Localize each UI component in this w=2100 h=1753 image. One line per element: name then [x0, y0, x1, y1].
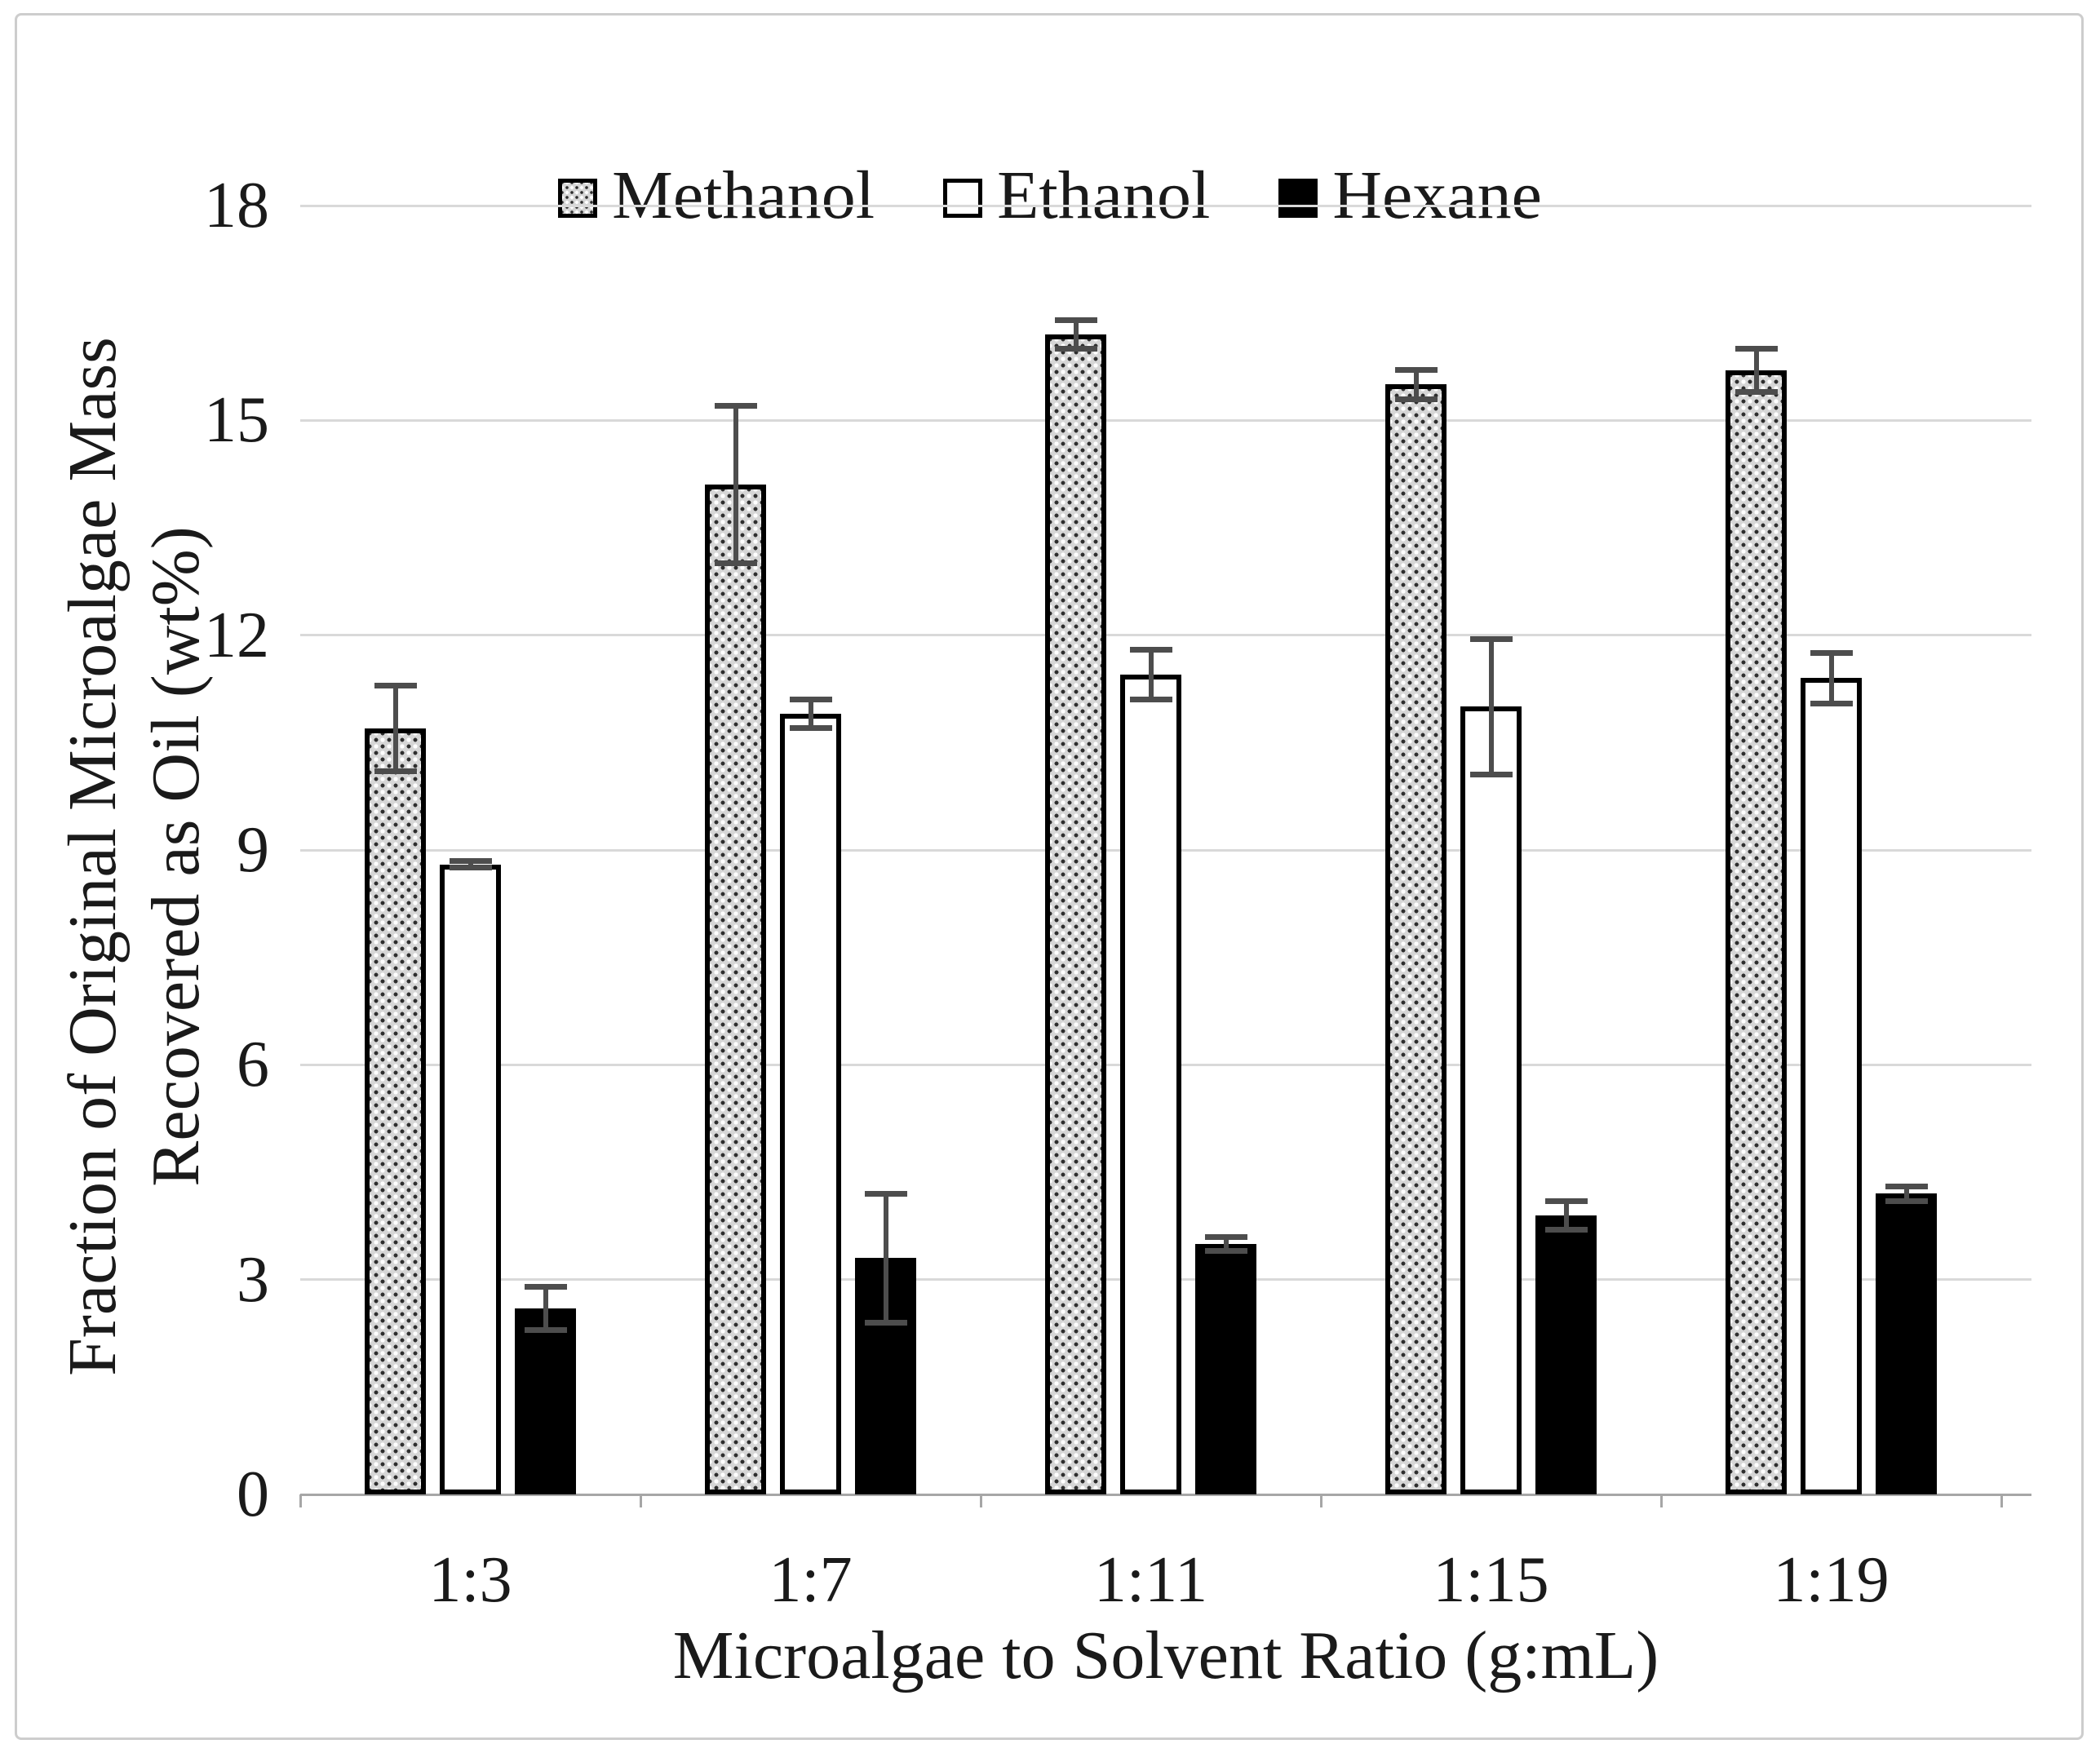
error-bar-cap-bottom — [1469, 772, 1513, 778]
error-bar-cap-bottom — [1054, 346, 1097, 352]
error-bar-cap-top — [789, 697, 832, 703]
y-tick-label-0: 0 — [237, 1459, 269, 1530]
error-bar-ethanol-1:11 — [1148, 649, 1154, 700]
x-tick-label-1:15: 1:15 — [1433, 1544, 1549, 1616]
error-bar-cap-top — [374, 682, 417, 688]
error-bar-cap-bottom — [374, 768, 417, 774]
error-bar-hexane-1:7 — [883, 1193, 888, 1323]
y-tick-label-12: 12 — [204, 599, 269, 671]
bar-methanol-1:19 — [1726, 370, 1787, 1494]
legend-swatch-ethanol-icon — [943, 179, 983, 218]
error-bar-methanol-1:15 — [1413, 370, 1419, 399]
error-bar-cap-top — [714, 403, 757, 409]
error-bar-hexane-1:15 — [1563, 1201, 1569, 1230]
error-bar-cap-top — [1394, 367, 1438, 374]
plot-area — [299, 204, 2031, 1507]
legend-item-hexane: Hexane — [1278, 153, 1542, 238]
x-axis-tick-mark — [2000, 1494, 2003, 1507]
bar-methanol-1:11 — [1045, 334, 1106, 1494]
error-bar-cap-top — [1544, 1197, 1588, 1204]
legend-item-ethanol: Ethanol — [943, 153, 1210, 238]
bar-ethanol-1:7 — [780, 714, 841, 1494]
error-bar-ethanol-1:7 — [808, 699, 813, 728]
x-tick-label-1:7: 1:7 — [769, 1544, 853, 1616]
bar-hexane-1:15 — [1535, 1215, 1597, 1494]
bar-hexane-1:19 — [1876, 1193, 1937, 1494]
error-bar-hexane-1:11 — [1223, 1237, 1229, 1251]
y-tick-label-18: 18 — [204, 170, 269, 241]
bar-ethanol-1:3 — [440, 864, 501, 1494]
gridline-y-15 — [300, 418, 2031, 422]
x-tick-label-1:3: 1:3 — [428, 1544, 512, 1616]
error-bar-hexane-1:3 — [543, 1286, 548, 1330]
error-bar-cap-bottom — [1544, 1226, 1588, 1233]
error-bar-cap-bottom — [1885, 1197, 1928, 1204]
error-bar-methanol-1:3 — [392, 685, 398, 772]
error-bar-cap-top — [524, 1283, 567, 1290]
error-bar-cap-top — [1469, 635, 1513, 642]
error-bar-cap-top — [1129, 646, 1172, 653]
error-bar-cap-top — [1054, 317, 1097, 323]
x-axis-tick-mark — [639, 1494, 642, 1507]
error-bar-cap-top — [1810, 650, 1853, 657]
error-bar-cap-bottom — [524, 1326, 567, 1333]
bar-methanol-1:7 — [705, 485, 766, 1494]
gridline-y-18 — [300, 204, 2031, 207]
error-bar-cap-bottom — [1810, 700, 1853, 706]
legend-label: Methanol — [612, 157, 875, 233]
error-bar-cap-bottom — [1204, 1248, 1247, 1255]
error-bar-hexane-1:19 — [1903, 1186, 1909, 1202]
error-bar-methanol-1:19 — [1753, 348, 1759, 392]
error-bar-cap-bottom — [714, 560, 757, 567]
bar-hexane-1:11 — [1195, 1243, 1256, 1494]
error-bar-cap-top — [1734, 346, 1778, 352]
error-bar-cap-top — [449, 857, 492, 864]
error-bar-ethanol-1:3 — [467, 861, 473, 868]
x-axis-title: Microalgae to Solvent Ratio (g:mL) — [672, 1618, 1659, 1693]
error-bar-cap-top — [1204, 1233, 1247, 1240]
legend-swatch-methanol-icon — [558, 179, 598, 218]
x-axis-tick-mark — [1659, 1494, 1663, 1507]
bar-methanol-1:15 — [1385, 384, 1447, 1494]
bar-ethanol-1:15 — [1460, 706, 1522, 1494]
x-axis-tick-mark — [979, 1494, 982, 1507]
legend-item-methanol: Methanol — [558, 153, 875, 238]
error-bar-methanol-1:7 — [733, 405, 738, 564]
error-bar-cap-bottom — [864, 1319, 907, 1326]
x-axis-line — [300, 1493, 2031, 1496]
y-tick-label-6: 6 — [237, 1029, 269, 1101]
legend-swatch-hexane-icon — [1278, 179, 1318, 218]
error-bar-cap-bottom — [789, 725, 832, 732]
bar-methanol-1:3 — [365, 728, 426, 1494]
y-tick-label-15: 15 — [204, 384, 269, 457]
x-axis-tick-mark — [1319, 1494, 1322, 1507]
gridline-y-12 — [300, 634, 2031, 637]
bar-ethanol-1:19 — [1801, 678, 1862, 1494]
error-bar-cap-bottom — [1394, 396, 1438, 402]
error-bar-cap-bottom — [449, 865, 492, 871]
error-bar-ethanol-1:15 — [1488, 639, 1494, 775]
bar-hexane-1:3 — [515, 1308, 576, 1494]
error-bar-cap-top — [1885, 1184, 1928, 1190]
error-bar-methanol-1:11 — [1073, 320, 1079, 349]
error-bar-ethanol-1:19 — [1828, 653, 1834, 704]
legend-label: Hexane — [1332, 157, 1542, 233]
x-tick-label-1:11: 1:11 — [1093, 1544, 1208, 1616]
x-tick-label-1:19: 1:19 — [1773, 1544, 1890, 1616]
y-tick-label-3: 3 — [237, 1243, 269, 1316]
error-bar-cap-top — [864, 1190, 907, 1197]
legend: Methanol Ethanol Hexane — [0, 153, 2100, 238]
bar-ethanol-1:11 — [1120, 674, 1181, 1494]
y-tick-label-9: 9 — [237, 814, 269, 886]
error-bar-cap-bottom — [1734, 388, 1778, 395]
error-bar-cap-bottom — [1129, 697, 1172, 703]
legend-label: Ethanol — [997, 157, 1211, 233]
x-axis-tick-mark — [299, 1494, 302, 1507]
